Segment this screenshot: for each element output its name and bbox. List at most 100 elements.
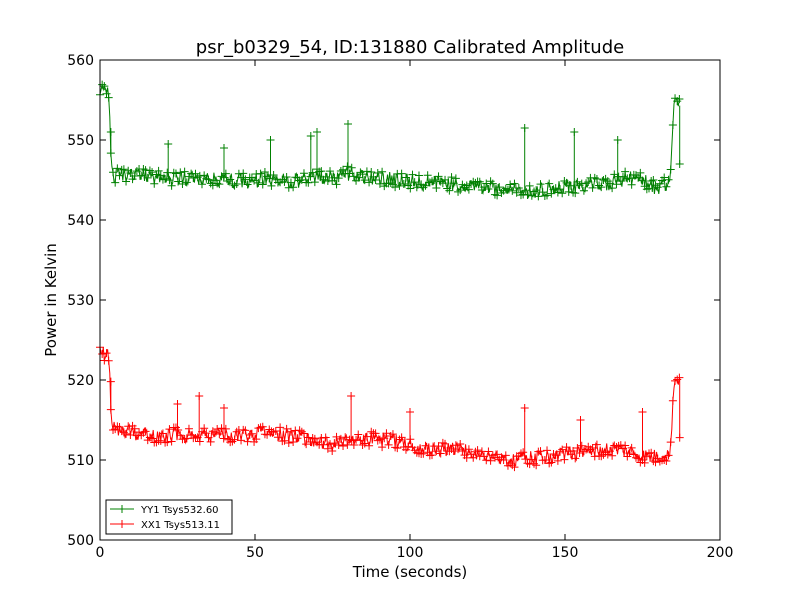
legend-label: YY1 Tsys532.60 [140, 505, 219, 516]
x-tick-label: 50 [246, 545, 264, 561]
data-point [250, 176, 259, 185]
data-point [345, 169, 354, 178]
data-point [391, 183, 400, 192]
spike-point [195, 392, 204, 400]
data-point [486, 456, 495, 465]
data-point [536, 180, 545, 189]
data-point [297, 175, 306, 184]
data-point [454, 445, 463, 454]
data-point [326, 167, 335, 176]
data-point [202, 429, 211, 438]
data-point [384, 440, 393, 449]
data-point [484, 184, 493, 193]
spike-point [220, 404, 228, 412]
data-point [113, 164, 122, 173]
data-point [122, 177, 131, 186]
data-point [323, 444, 332, 453]
data-point [189, 173, 198, 182]
data-point [488, 179, 497, 188]
data-point [434, 172, 443, 181]
x-tick-label: 0 [96, 545, 105, 561]
y-tick-label: 550 [67, 133, 94, 149]
data-point [388, 430, 397, 439]
data-point [536, 447, 545, 456]
data-point [258, 422, 267, 431]
data-point [100, 82, 109, 91]
spike-point [638, 408, 647, 416]
data-point [588, 183, 597, 192]
data-point [299, 429, 308, 438]
data-point [660, 173, 669, 182]
data-point [569, 447, 578, 456]
data-point [649, 176, 658, 185]
data-point [347, 436, 356, 445]
data-point [206, 437, 215, 446]
data-point [382, 429, 391, 438]
spike-point [347, 392, 356, 400]
legend-entries: YY1 Tsys532.60 XX1 Tsys513.11 [110, 505, 220, 531]
data-point [332, 180, 341, 189]
data-point [647, 448, 656, 457]
series-layer [96, 80, 684, 472]
data-point [432, 447, 441, 456]
data-point [456, 186, 465, 195]
data-point [584, 178, 593, 187]
data-point [282, 424, 291, 433]
data-point [265, 174, 274, 183]
data-point [148, 434, 157, 443]
data-point [449, 179, 458, 188]
spike-point [406, 408, 414, 416]
data-point [360, 439, 369, 448]
data-point [597, 183, 606, 192]
data-point [310, 178, 319, 187]
data-point [475, 177, 484, 186]
data-point [341, 433, 350, 442]
data-point [608, 184, 617, 193]
data-point [243, 180, 252, 189]
data-point [282, 172, 291, 181]
data-point [445, 186, 454, 195]
data-point [627, 180, 636, 189]
data-point [208, 181, 217, 190]
data-point [111, 178, 120, 187]
data-point [540, 455, 549, 464]
legend: YY1 Tsys532.60 XX1 Tsys513.11 [105, 499, 233, 535]
data-point [276, 423, 285, 432]
data-point [510, 463, 519, 472]
data-point [352, 435, 361, 444]
data-point [621, 441, 630, 450]
data-point [493, 191, 502, 200]
data-point [237, 173, 246, 182]
data-point [339, 441, 348, 450]
data-point [213, 425, 222, 434]
y-tick-label: 560 [67, 53, 94, 69]
data-point [399, 180, 408, 189]
spike-point [220, 144, 228, 152]
data-point [666, 438, 675, 447]
data-point [122, 429, 131, 438]
data-point [365, 441, 374, 450]
data-point [575, 448, 584, 457]
chart-title: psr_b0329_54, ID:131880 Calibrated Ampli… [196, 37, 624, 58]
series-1 [96, 343, 684, 472]
data-point [506, 180, 515, 189]
data-point [428, 451, 437, 460]
data-point [560, 455, 569, 464]
data-point [289, 183, 298, 192]
data-point [239, 169, 248, 178]
data-point [271, 426, 280, 435]
data-point [167, 437, 176, 446]
y-tick-label: 500 [67, 533, 94, 549]
data-point [247, 429, 256, 438]
data-point [267, 181, 276, 190]
data-point [200, 424, 209, 433]
data-point [176, 168, 185, 177]
data-point [532, 461, 541, 470]
data-point [495, 183, 504, 192]
data-point [514, 184, 523, 193]
data-point [102, 349, 111, 358]
data-point [592, 174, 601, 183]
data-point [421, 441, 430, 450]
data-point [119, 165, 128, 174]
